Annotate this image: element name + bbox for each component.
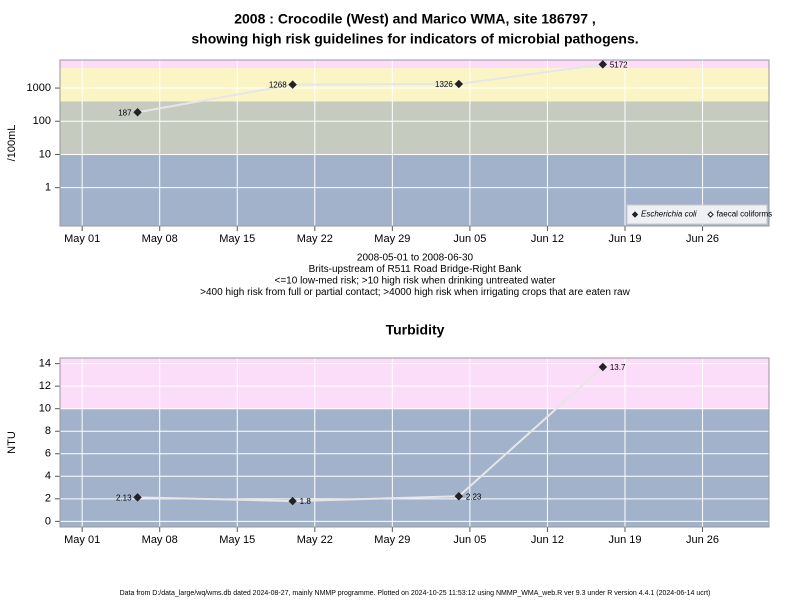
y-axis-label: NTU xyxy=(6,431,18,454)
data-point xyxy=(598,362,608,372)
footer: Data from D:/data_large/wq/wms.db dated … xyxy=(120,590,711,597)
y-tick-label: 2 xyxy=(45,493,51,505)
x-tick-label: Jun 12 xyxy=(531,534,564,546)
y-tick-label: 100 xyxy=(33,115,51,127)
chart-title: showing high risk guidelines for indicat… xyxy=(191,31,638,47)
y-tick-label: 1000 xyxy=(27,82,51,94)
x-tick-label: May 08 xyxy=(142,233,178,245)
data-point xyxy=(288,80,297,89)
data-point xyxy=(288,496,297,506)
legend-marker xyxy=(631,211,639,218)
risk-band xyxy=(60,408,769,527)
plot-frame xyxy=(59,357,770,528)
data-point xyxy=(454,79,464,89)
chart-note: >400 high risk from full or partial cont… xyxy=(200,287,630,298)
chart-note: <=10 low-med risk; >10 high risk when dr… xyxy=(275,276,557,287)
legend-label: faecal coliforms xyxy=(717,210,773,219)
data-point xyxy=(133,493,142,502)
y-tick-label: 14 xyxy=(39,358,51,370)
x-tick-label: Jun 19 xyxy=(608,534,641,546)
data-label: 13.7 xyxy=(610,363,626,372)
x-tick-label: May 22 xyxy=(297,233,333,245)
chart-note: 2008-05-01 to 2008-06-30 xyxy=(357,253,474,264)
x-tick-label: May 08 xyxy=(142,534,178,546)
legend-box xyxy=(626,204,768,225)
y-tick-label: 8 xyxy=(45,425,51,437)
x-tick-label: May 29 xyxy=(374,534,410,546)
data-label: 5172 xyxy=(610,60,628,69)
y-tick-label: 12 xyxy=(39,380,51,392)
x-tick-label: Jun 26 xyxy=(686,534,719,546)
risk-band xyxy=(60,60,769,69)
x-tick-label: May 22 xyxy=(297,534,333,546)
x-tick-label: Jun 05 xyxy=(453,233,486,245)
y-tick-label: 4 xyxy=(45,470,51,482)
data-label: 187 xyxy=(118,108,132,117)
series-line xyxy=(137,63,603,114)
chart-title: 2008 : Crocodile (West) and Marico WMA, … xyxy=(234,11,596,27)
y-tick-label: 10 xyxy=(39,403,51,415)
data-label: 2.13 xyxy=(116,493,132,502)
x-tick-label: May 15 xyxy=(219,233,255,245)
risk-band xyxy=(60,101,769,155)
risk-band xyxy=(60,358,769,409)
data-label: 1268 xyxy=(269,81,287,90)
x-tick-label: May 15 xyxy=(219,534,255,546)
y-tick-label: 1 xyxy=(45,182,51,194)
legend-marker xyxy=(707,211,714,218)
x-tick-label: Jun 12 xyxy=(531,233,564,245)
y-tick-label: 10 xyxy=(39,148,51,160)
data-point xyxy=(598,60,608,69)
y-tick-label: 6 xyxy=(45,448,51,460)
x-tick-label: Jun 05 xyxy=(453,534,486,546)
x-tick-label: May 01 xyxy=(64,534,100,546)
x-tick-label: May 01 xyxy=(64,233,100,245)
x-tick-label: Jun 26 xyxy=(686,233,719,245)
chart-title: Turbidity xyxy=(386,322,445,338)
y-axis-label: /100mL xyxy=(6,125,18,162)
data-point xyxy=(133,108,142,117)
plot-frame xyxy=(59,59,770,227)
data-point xyxy=(454,492,464,501)
data-label: 2.23 xyxy=(466,492,482,501)
data-label: 1326 xyxy=(435,80,453,89)
x-tick-label: May 29 xyxy=(374,233,410,245)
series-line xyxy=(137,366,604,503)
chart-note: Brits-upstream of R511 Road Bridge-Right… xyxy=(309,264,523,275)
y-tick-label: 0 xyxy=(45,515,51,527)
data-label: 1.8 xyxy=(300,497,312,506)
legend-label: Escherichia coli xyxy=(641,210,697,219)
x-tick-label: Jun 19 xyxy=(608,233,641,245)
